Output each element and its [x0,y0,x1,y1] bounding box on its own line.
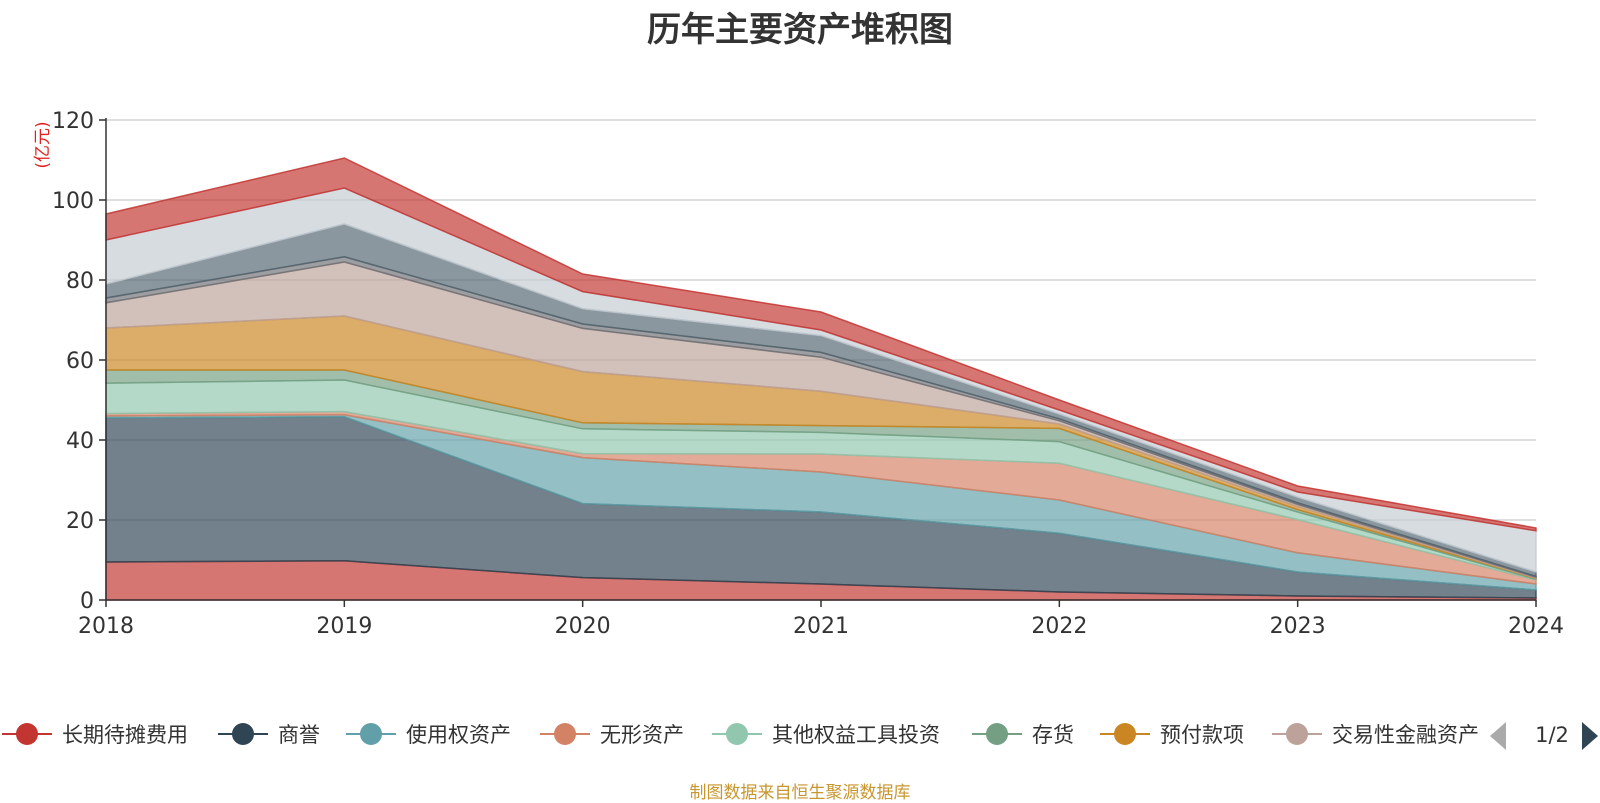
legend-label: 长期待摊费用 [62,723,188,747]
legend-items: 长期待摊费用 商誉 使用权资产 无形资产 其他权益工具投资 存货 预付款项 交易性金融资产 [2,723,1479,747]
legend-marker [1286,723,1308,745]
legend-label: 预付款项 [1160,723,1244,747]
legend-item: 无形资产 [540,723,684,747]
legend-marker [1114,723,1136,745]
x-tick-label: 2023 [1270,614,1326,639]
x-tick-label: 2022 [1031,614,1087,639]
axes: 0 20 40 60 80 100 120 2018 2019 2020 2021 2022 2023 2… [33,109,1564,639]
x-tick-label: 2019 [316,614,372,639]
legend-marker [554,723,576,745]
x-tick-label: 2024 [1508,614,1564,639]
legend-label: 其他权益工具投资 [772,723,940,747]
legend-next-icon[interactable] [1582,722,1598,750]
y-axis-unit: (亿元) [33,121,53,168]
legend-marker [232,723,254,745]
x-tick-label: 2020 [555,614,611,639]
chart-title: 历年主要资产堆积图 [647,10,953,50]
y-tick-label: 20 [66,509,94,534]
y-tick-label: 80 [66,269,94,294]
legend-item: 预付款项 [1100,723,1244,747]
legend-item: 长期待摊费用 [2,723,188,747]
y-tick-label: 0 [80,589,94,614]
legend-label: 存货 [1032,723,1074,747]
legend-label: 交易性金融资产 [1332,723,1479,747]
legend-marker [726,723,748,745]
legend-prev-icon[interactable] [1490,722,1506,750]
legend-marker [360,723,382,745]
area-series-12 [105,157,1537,532]
legend-marker [16,723,38,745]
legend-label: 使用权资产 [406,723,511,747]
legend-marker [986,723,1008,745]
legend-label: 商誉 [278,723,320,747]
legend-item: 存货 [972,723,1074,747]
legend-item: 其他权益工具投资 [712,723,940,747]
y-tick-label: 40 [66,429,94,454]
y-tick-label: 100 [52,189,94,214]
x-tick-label: 2018 [78,614,134,639]
legend-page-indicator: 1/2 [1535,723,1569,747]
y-tick-label: 120 [52,109,94,134]
x-tick-label: 2021 [793,614,849,639]
legend-item: 交易性金融资产 [1272,723,1479,747]
legend-item: 使用权资产 [346,723,511,747]
legend: 长期待摊费用 商誉 使用权资产 无形资产 其他权益工具投资 存货 预付款项 交易性金融资产 1/… [2,722,1598,750]
y-tick-label: 60 [66,349,94,374]
legend-item: 商誉 [218,723,320,747]
source-note: 制图数据来自恒生聚源数据库 [689,783,911,803]
area-layer [105,157,1537,601]
legend-label: 无形资产 [600,723,684,747]
